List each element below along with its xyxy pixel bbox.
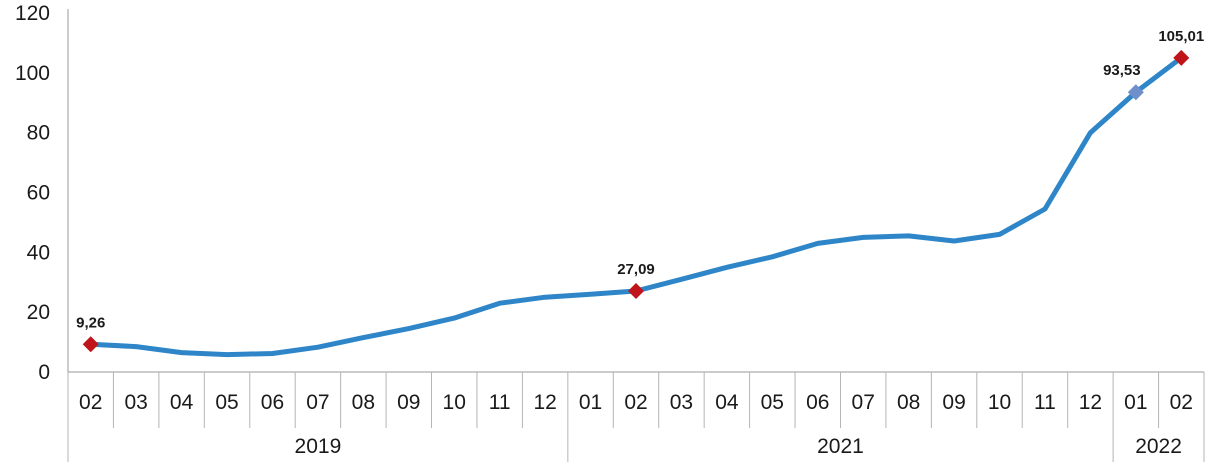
data-label: 27,09 bbox=[617, 261, 655, 278]
y-tick-label: 100 bbox=[15, 62, 50, 85]
data-label: 93,53 bbox=[1103, 62, 1141, 79]
x-tick-label: 11 bbox=[489, 391, 511, 414]
data-point-marker bbox=[1127, 84, 1144, 101]
y-tick-label: 20 bbox=[27, 301, 50, 324]
x-tick-label: 05 bbox=[215, 391, 238, 414]
x-tick-label: 05 bbox=[761, 391, 784, 414]
y-tick-label: 60 bbox=[27, 182, 50, 205]
x-axis: 02 03 04 05 06 07 08 09 10 11 12 01 02 03 04 05 06 07 08 09… bbox=[67, 371, 1205, 462]
x-tick-label: 02 bbox=[624, 391, 647, 414]
x-tick-label: 07 bbox=[852, 391, 875, 414]
x-group-label: 2019 bbox=[295, 435, 342, 458]
x-tick-label: 01 bbox=[579, 391, 602, 414]
x-tick-label: 02 bbox=[1170, 391, 1193, 414]
x-group-label: 2021 bbox=[817, 435, 864, 458]
x-tick-label: 09 bbox=[942, 391, 965, 414]
x-tick-label: 12 bbox=[533, 391, 556, 414]
y-axis: 0 20 40 60 80 100 120 bbox=[15, 2, 69, 384]
x-tick-label: 08 bbox=[897, 391, 920, 414]
x-tick-label: 02 bbox=[79, 391, 102, 414]
x-tick-label: 11 bbox=[1034, 391, 1056, 414]
y-tick-label: 40 bbox=[27, 241, 50, 264]
x-tick-label: 10 bbox=[988, 391, 1011, 414]
data-label: 105,01 bbox=[1158, 28, 1204, 45]
x-tick-label: 08 bbox=[352, 391, 375, 414]
x-tick-label: 06 bbox=[806, 391, 829, 414]
series-layer bbox=[88, 55, 1184, 358]
x-tick-label: 06 bbox=[261, 391, 284, 414]
x-tick-label: 04 bbox=[715, 391, 739, 414]
series-line bbox=[88, 55, 1184, 358]
x-tick-label: 12 bbox=[1079, 391, 1102, 414]
x-tick-label: 03 bbox=[670, 391, 693, 414]
marker-layer: 9,26 27,09 93,53 105,01 bbox=[76, 28, 1204, 353]
y-tick-label: 0 bbox=[38, 361, 50, 384]
x-tick-label: 07 bbox=[306, 391, 329, 414]
data-point-marker bbox=[82, 336, 99, 353]
x-tick-label: 01 bbox=[1124, 391, 1147, 414]
data-point-marker bbox=[628, 282, 644, 299]
data-label: 9,26 bbox=[76, 314, 105, 331]
x-tick-label: 04 bbox=[170, 391, 194, 414]
data-point-marker bbox=[1173, 49, 1190, 66]
x-tick-label: 09 bbox=[397, 391, 420, 414]
x-tick-label: 03 bbox=[124, 391, 147, 414]
y-tick-label: 120 bbox=[15, 2, 50, 25]
y-tick-label: 80 bbox=[27, 122, 50, 145]
x-group-label: 2022 bbox=[1135, 435, 1182, 458]
x-tick-label: 10 bbox=[443, 391, 466, 414]
